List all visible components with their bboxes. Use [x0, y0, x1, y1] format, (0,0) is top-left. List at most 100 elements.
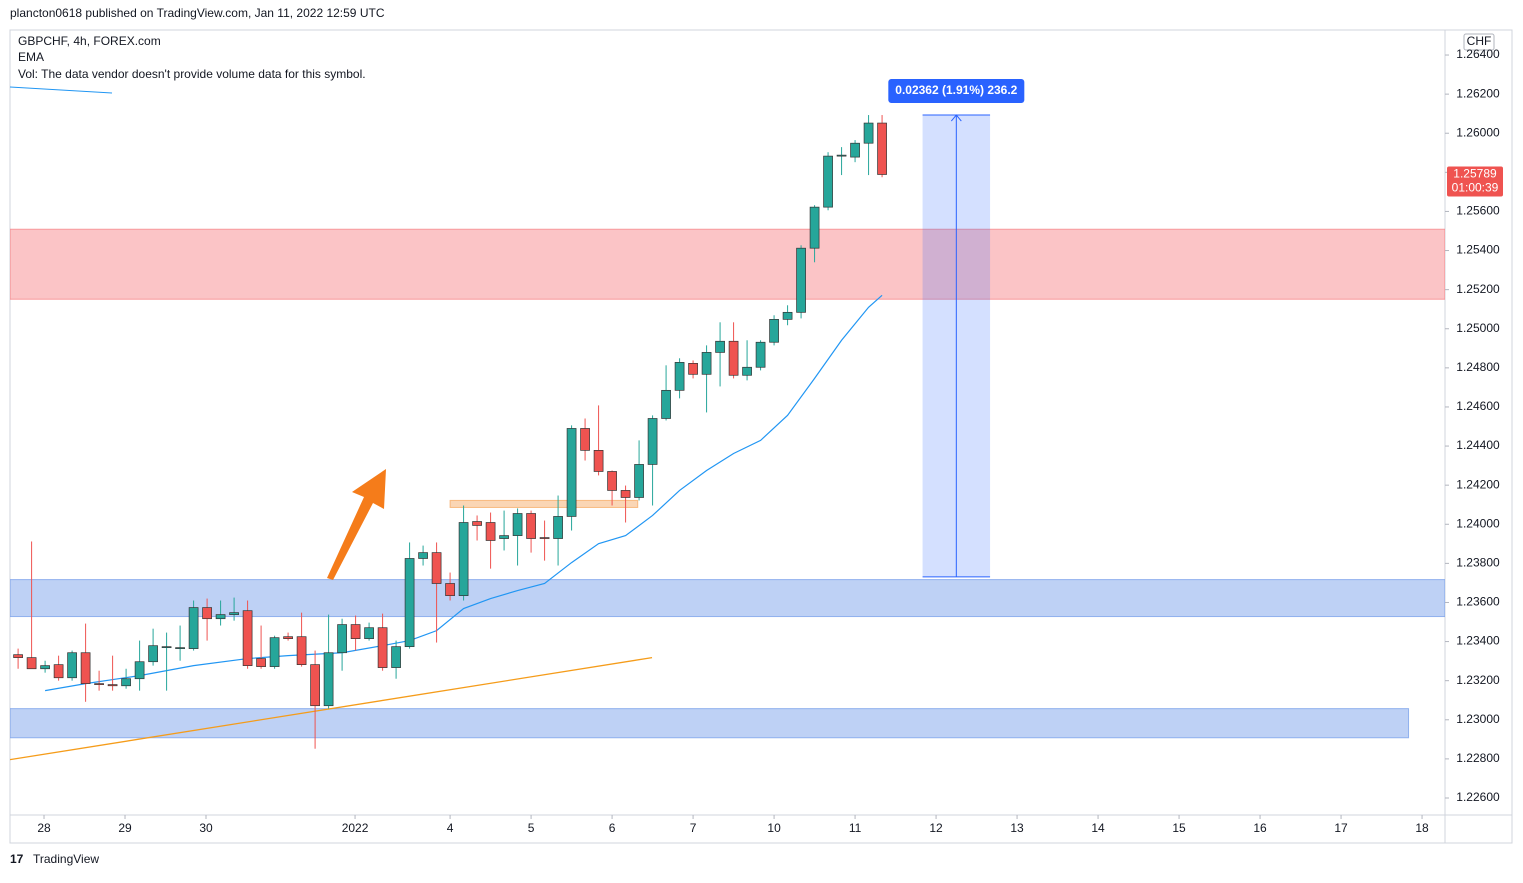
- x-tick-label: 17: [1334, 821, 1348, 835]
- zone: [10, 228, 1445, 300]
- candle-body: [782, 311, 793, 320]
- y-tick-label: 1.23400: [1456, 634, 1500, 648]
- candle-body: [121, 678, 131, 687]
- candle-body: [215, 614, 226, 620]
- candle-body: [809, 206, 820, 249]
- candle-body: [755, 341, 766, 368]
- candle-body: [404, 558, 415, 648]
- candle-body: [175, 647, 185, 649]
- y-tick-label: 1.23800: [1456, 556, 1500, 570]
- candle-body: [67, 652, 77, 679]
- candle-body: [445, 583, 455, 596]
- candle-body: [431, 552, 442, 584]
- candle-body: [472, 521, 482, 526]
- x-tick-label: 12: [929, 821, 943, 835]
- candle-body: [823, 155, 833, 208]
- y-tick-label: 1.25400: [1456, 243, 1500, 257]
- header: plancton0618 published on TradingView.co…: [10, 6, 385, 20]
- candle-body: [229, 612, 239, 615]
- candle-body: [391, 646, 401, 668]
- candle-body: [269, 637, 280, 667]
- trendline: [10, 656, 653, 761]
- currency-box: [1463, 33, 1495, 51]
- y-tick-label: 1.25000: [1456, 321, 1500, 335]
- y-tick-label: 1.22800: [1456, 751, 1500, 765]
- candle-body: [769, 319, 779, 343]
- legend-line: [9, 86, 113, 94]
- candle-body: [337, 624, 347, 654]
- x-tick-label: 13: [1010, 821, 1024, 835]
- last-price: 1.25789: [1453, 167, 1497, 181]
- candle-body: [26, 657, 37, 670]
- candle-body: [728, 340, 739, 376]
- countdown: 01:00:39: [1452, 181, 1499, 195]
- candle-body: [107, 684, 118, 687]
- x-tick-label: 30: [199, 821, 213, 835]
- x-tick-label: 14: [1091, 821, 1105, 835]
- candle-body: [80, 652, 91, 684]
- zone: [10, 708, 1410, 739]
- x-tick-label: 18: [1415, 821, 1429, 835]
- measure-label: 0.02362 (1.91%) 236.2: [895, 83, 1017, 97]
- candle-body: [593, 450, 604, 472]
- candle-body: [674, 362, 685, 391]
- x-tick-label: 4: [447, 821, 454, 835]
- logo: 17: [10, 852, 24, 866]
- candle-body: [661, 389, 671, 419]
- candle-body: [350, 624, 361, 639]
- candle-body: [256, 658, 266, 667]
- candle-body: [242, 610, 253, 666]
- candle-body: [134, 661, 145, 680]
- candle-body: [188, 607, 199, 649]
- candle-body: [202, 607, 212, 620]
- last-price-badge: [1447, 166, 1503, 197]
- candle-body: [607, 471, 617, 491]
- candle-body: [161, 646, 172, 649]
- candle-body: [553, 516, 563, 539]
- candle-body: [499, 535, 509, 539]
- candle-body: [715, 340, 725, 353]
- x-tick-label: 15: [1172, 821, 1186, 835]
- candle-body: [566, 428, 577, 517]
- zone: [10, 579, 1445, 618]
- candle-body: [634, 464, 644, 498]
- candle-body: [836, 154, 847, 157]
- candle-body: [310, 664, 320, 707]
- y-tick-label: 1.22600: [1456, 790, 1500, 804]
- y-tick-label: 1.26000: [1456, 125, 1500, 139]
- candle-body: [418, 552, 428, 559]
- candle-body: [458, 522, 469, 596]
- y-tick-label: 1.25600: [1456, 204, 1500, 218]
- candle-body: [323, 652, 334, 707]
- candle-body: [94, 683, 104, 685]
- frame: [9, 29, 1513, 844]
- candle-body: [796, 247, 806, 313]
- candle-body: [742, 366, 752, 376]
- y-tick-label: 1.24400: [1456, 438, 1500, 452]
- candle-body: [13, 654, 23, 658]
- candle-body: [283, 636, 293, 639]
- candle-body: [688, 363, 698, 375]
- x-tick-label: 29: [118, 821, 132, 835]
- y-tick-label: 1.24000: [1456, 516, 1500, 530]
- candle-body: [485, 522, 496, 541]
- candle-body: [40, 665, 50, 670]
- y-tick-label: 1.23200: [1456, 673, 1500, 687]
- footer: TradingView: [33, 852, 99, 866]
- candle-body: [53, 664, 64, 679]
- candle-body: [701, 352, 712, 375]
- x-tick-label: 11: [849, 821, 862, 835]
- x-tick-label: 2022: [342, 821, 369, 835]
- x-tick-label: 16: [1253, 821, 1267, 835]
- candle-body: [850, 142, 860, 158]
- arrow: [327, 469, 386, 580]
- candle-body: [512, 513, 523, 536]
- y-tick-label: 1.24800: [1456, 360, 1500, 374]
- candle-body: [148, 645, 158, 663]
- y-tick-label: 1.26200: [1456, 86, 1500, 100]
- candle-body: [863, 122, 874, 144]
- y-tick-label: 1.23600: [1456, 595, 1500, 609]
- y-tick-label: 1.26400: [1456, 47, 1500, 61]
- zone: [449, 499, 639, 508]
- y-tick-label: 1.24600: [1456, 399, 1500, 413]
